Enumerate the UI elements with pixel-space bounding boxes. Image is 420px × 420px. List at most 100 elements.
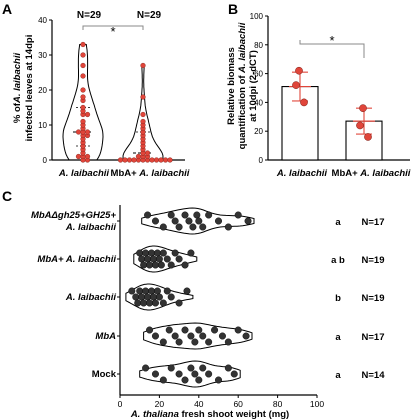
- panel-c-point: [171, 249, 179, 257]
- panel-a-point: [158, 157, 164, 163]
- panel-b-point: [295, 66, 303, 75]
- panel-c-category-label: MbAΔgh25+GH25+: [31, 210, 116, 221]
- panel-b-point: [356, 121, 364, 130]
- panel-b-xlabel-1: A. laibachii: [276, 168, 328, 179]
- panel-c-point: [159, 338, 167, 346]
- panel-c-category-label: A. laibachii: [65, 292, 117, 303]
- panel-c-point: [199, 332, 207, 340]
- panel-c-point: [165, 326, 173, 334]
- panel-c-point: [134, 299, 142, 307]
- panel-c-xtick-label: 40: [194, 399, 204, 409]
- panel-c-point: [244, 217, 252, 225]
- panel-c-point: [151, 261, 159, 269]
- panel-a-point: [84, 111, 91, 118]
- panel-c-point: [218, 332, 226, 340]
- panel-a-point: [122, 157, 128, 163]
- panel-c-point: [144, 211, 152, 219]
- panel-a-point: [153, 157, 160, 163]
- panel-c-violin: [143, 322, 253, 350]
- panel-c-violin: [133, 245, 198, 273]
- panel-c-point: [151, 332, 159, 340]
- panel-b-ytick-label: 100: [250, 12, 264, 21]
- panel-c-point: [242, 332, 250, 340]
- panel-c-group-label: a: [335, 370, 341, 381]
- panel-c-point: [140, 299, 148, 307]
- panel-c-group-label: a b: [331, 255, 345, 266]
- panel-a-point: [80, 62, 86, 69]
- panel-c-point: [234, 326, 242, 334]
- panel-a-ylabel: % ofA. laibachii infected leaves at 14dp…: [12, 35, 35, 142]
- panel-a-violin: [62, 44, 104, 161]
- panel-b-ytick-label: 0: [259, 156, 264, 165]
- panel-a-xlabel-1: A. laibachii: [58, 168, 110, 179]
- panel-c-group-label: b: [335, 293, 341, 304]
- panel-c-point: [195, 326, 203, 334]
- panel-c-point: [159, 299, 167, 307]
- panel-c-point: [132, 293, 140, 301]
- panel-c-point: [211, 326, 219, 334]
- panel-a-n-label: N=29: [137, 10, 162, 21]
- panel-a-point: [144, 150, 151, 156]
- panel-c-point: [199, 364, 207, 372]
- panel-c-group-label: a: [335, 332, 341, 343]
- panel-a-ytick-label: 30: [38, 51, 47, 60]
- panel-c-point: [189, 223, 197, 231]
- panel-c-point: [187, 249, 195, 257]
- panel-b-ytick-label: 20: [254, 127, 263, 136]
- panel-c-point: [138, 255, 146, 263]
- panel-c-point: [181, 211, 189, 219]
- panel-c-category-label: MbA+ A. laibachii: [37, 254, 116, 265]
- panel-c-n-label: N=17: [362, 332, 385, 343]
- panel-b-point: [292, 81, 300, 89]
- panel-c-point: [175, 223, 183, 231]
- panel-c-point: [171, 217, 179, 225]
- panel-c-point: [224, 364, 232, 372]
- panel-a-point: [131, 157, 137, 163]
- panel-c-point: [146, 299, 154, 307]
- panel-c-point: [224, 338, 232, 346]
- panel-c-point: [144, 293, 152, 301]
- panel-b-plot: 0 20 40 60 80 100 *: [250, 12, 410, 165]
- panel-a-point: [140, 94, 146, 100]
- panel-c-point: [149, 255, 157, 263]
- panel-c-xtick-label: 60: [233, 399, 243, 409]
- panel-c-point: [128, 287, 136, 295]
- panel-a-ytick-label: 0: [43, 156, 48, 165]
- svg-text:quantification of A. laibachii: quantification of A. laibachii: [237, 22, 248, 149]
- panel-c-point: [187, 364, 195, 372]
- panel-c-xtick-label: 80: [273, 399, 283, 409]
- panel-c-point: [155, 255, 163, 263]
- panel-c-n-label: N=19: [362, 255, 385, 266]
- panel-b-point: [364, 133, 372, 141]
- panel-c-point: [230, 370, 238, 378]
- panel-c-point: [199, 223, 207, 231]
- panel-c-n-label: N=19: [362, 293, 385, 304]
- panel-c-point: [167, 364, 175, 372]
- panel-c-point: [191, 370, 199, 378]
- panel-c-point: [155, 293, 163, 301]
- panel-c-xtick-label: 20: [155, 399, 165, 409]
- panel-c-group-label: a: [335, 217, 341, 228]
- panel-c-point: [181, 376, 189, 384]
- panel-c-point: [140, 261, 148, 269]
- panel-c-n-label: N=14: [362, 370, 386, 381]
- panel-c-point: [185, 217, 193, 225]
- panel-a-point: [84, 129, 91, 135]
- panel-c-point: [163, 255, 171, 263]
- panel-c-point: [157, 261, 165, 269]
- panel-c-point: [187, 332, 195, 340]
- panel-c-point: [151, 299, 159, 307]
- panel-c-point: [195, 217, 203, 225]
- panel-c-point: [153, 249, 161, 257]
- panel-c-point: [175, 370, 183, 378]
- panel-c-point: [146, 326, 154, 334]
- panel-c-point: [144, 255, 152, 263]
- panel-a-point: [140, 111, 146, 118]
- panel-c-point: [163, 287, 171, 295]
- panel-c-xtick-label: 0: [118, 399, 123, 409]
- panel-c-point: [205, 211, 213, 219]
- panel-c-point: [142, 364, 150, 372]
- panel-a-significance-bracket: [82, 25, 144, 30]
- panel-c-point: [146, 261, 154, 269]
